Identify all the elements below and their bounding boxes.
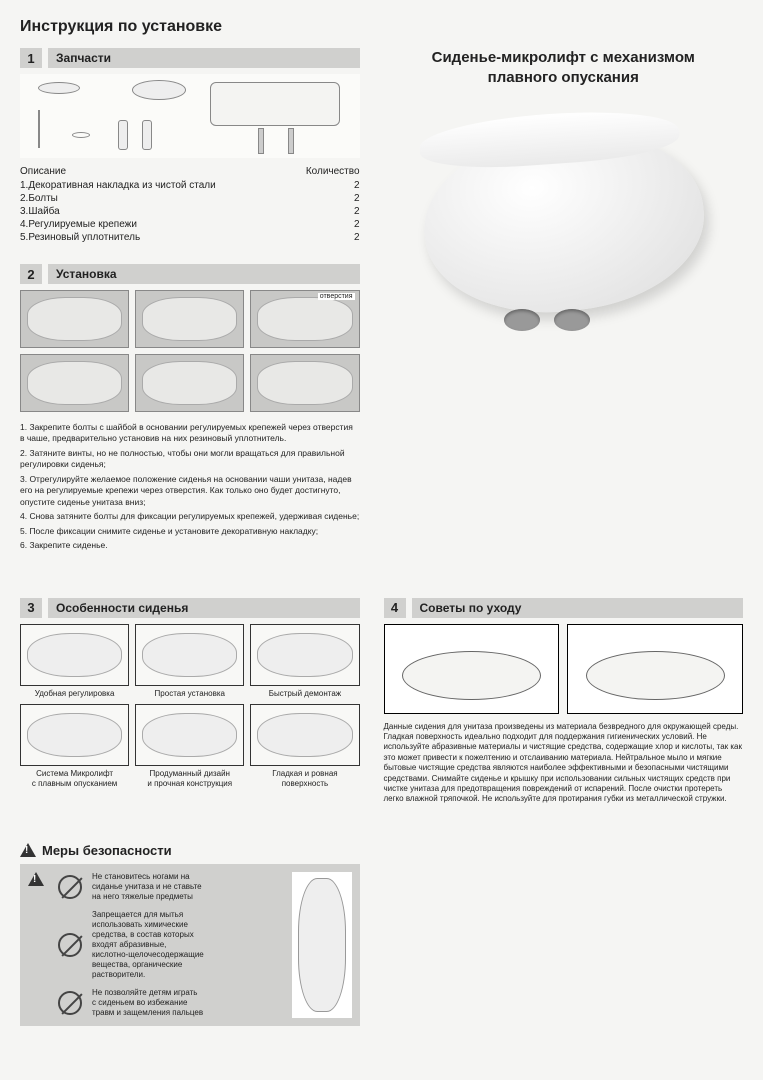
section-parts: 1 Запчасти Описание Количество 1.Декорат… — [20, 48, 360, 244]
step-text: 4. Снова затяните болты для фиксации рег… — [20, 511, 360, 522]
prohibit-icon — [58, 991, 82, 1015]
list-item: 5.Резиновый уплотнитель2 — [20, 231, 360, 244]
safety-row: Не позволяйте детям играть с сиденьем во… — [58, 988, 286, 1018]
feature-item: Гладкая и ровная поверхность — [250, 704, 359, 788]
install-step-photo — [135, 354, 244, 412]
install-steps-text: 1. Закрепите болты с шайбой в основании … — [20, 422, 360, 552]
parts-diagram — [20, 74, 360, 158]
section-care: 4 Советы по уходу Данные сидения для уни… — [384, 598, 743, 805]
section-number: 1 — [20, 48, 42, 68]
list-item: 4.Регулируемые крепежи2 — [20, 218, 360, 231]
install-grid: отверстия — [20, 290, 360, 412]
care-text: Данные сидения для унитаза произведены и… — [384, 722, 743, 805]
safety-row: Запрещается для мытья использовать химич… — [58, 910, 286, 980]
section-number: 3 — [20, 598, 42, 618]
section-install: 2 Установка отверстия 1. Закрепите болты… — [20, 264, 360, 552]
care-photo — [567, 624, 743, 714]
step-text: 1. Закрепите болты с шайбой в основании … — [20, 422, 360, 445]
safety-title: Меры безопасности — [42, 843, 172, 858]
step-text: 6. Закрепите сиденье. — [20, 540, 360, 551]
step-text: 2. Затяните винты, но не полностью, чтоб… — [20, 448, 360, 471]
step-text: 5. После фиксации снимите сиденье и уста… — [20, 526, 360, 537]
safety-photo — [292, 872, 352, 1018]
section-number: 4 — [384, 598, 406, 618]
care-grid — [384, 624, 743, 714]
parts-desc-header: Описание — [20, 166, 66, 177]
page-title: Инструкция по установке — [20, 18, 743, 36]
warning-icon — [20, 843, 36, 857]
section-safety: Меры безопасности Не становитесь ногами … — [20, 843, 360, 1026]
section-title: Запчасти — [48, 48, 360, 68]
install-step-photo: отверстия — [250, 290, 359, 348]
feature-grid: Удобная регулировка Простая установка Бы… — [20, 624, 360, 789]
feature-item: Удобная регулировка — [20, 624, 129, 699]
install-step-photo — [20, 290, 129, 348]
install-step-photo — [250, 354, 359, 412]
list-item: 1.Декоративная накладка из чистой стали2 — [20, 179, 360, 192]
section-title: Установка — [48, 264, 360, 284]
parts-list: 1.Декоративная накладка из чистой стали2… — [20, 179, 360, 244]
section-features: 3 Особенности сиденья Удобная регулировк… — [20, 598, 360, 789]
install-step-photo — [20, 354, 129, 412]
feature-item: Быстрый демонтаж — [250, 624, 359, 699]
parts-qty-header: Количество — [306, 166, 360, 177]
safety-row: Не становитесь ногами на сиданье унитаза… — [58, 872, 286, 902]
feature-item: Система Микролифт с плавным опусканием — [20, 704, 129, 788]
hero-image — [384, 101, 743, 351]
feature-item: Продуманный дизайн и прочная конструкция — [135, 704, 244, 788]
section-title: Советы по уходу — [412, 598, 743, 618]
list-item: 2.Болты2 — [20, 192, 360, 205]
feature-item: Простая установка — [135, 624, 244, 699]
install-step-photo — [135, 290, 244, 348]
prohibit-icon — [58, 875, 82, 899]
care-photo — [384, 624, 560, 714]
product-title: Сиденье-микролифт с механизмом плавного … — [384, 48, 743, 87]
section-title: Особенности сиденья — [48, 598, 360, 618]
list-item: 3.Шайба2 — [20, 205, 360, 218]
section-number: 2 — [20, 264, 42, 284]
prohibit-icon — [58, 933, 82, 957]
warning-icon — [28, 872, 44, 886]
step-text: 3. Отрегулируйте желаемое положение сиде… — [20, 474, 360, 508]
